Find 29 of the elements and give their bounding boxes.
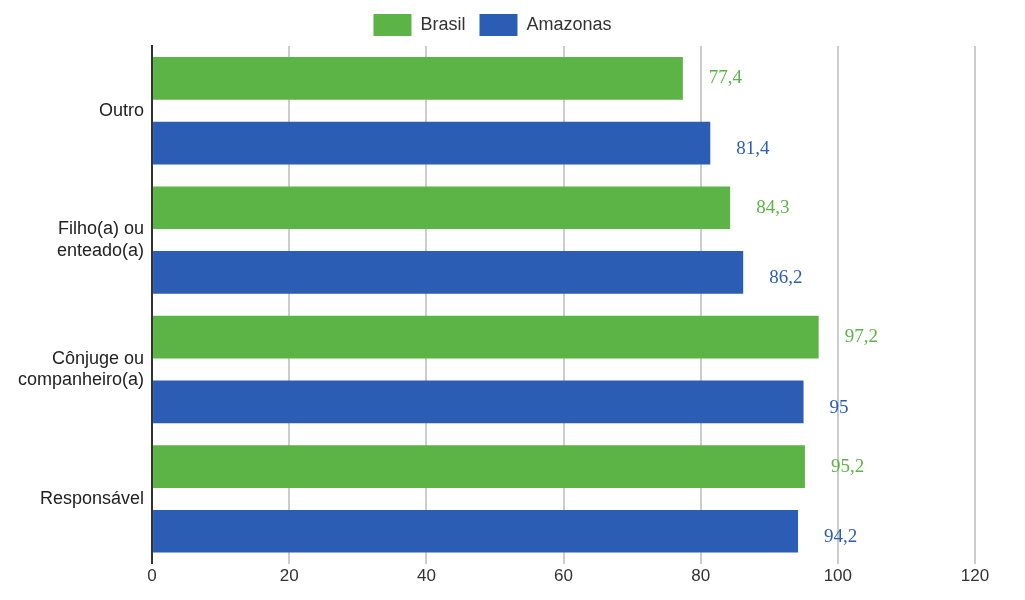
- bar: [153, 57, 683, 100]
- bar: [153, 121, 711, 165]
- y-tick-label: Cônjuge ou companheiro(a): [18, 347, 145, 390]
- bar: [153, 315, 819, 359]
- x-tick-label: 40: [416, 566, 436, 586]
- x-tick-label: 80: [691, 566, 711, 586]
- bar: [153, 445, 805, 488]
- x-tick-label: 120: [960, 566, 990, 586]
- x-tick-label: 20: [279, 566, 299, 586]
- data-label: 97,2: [844, 325, 878, 347]
- y-tick-label: Responsável: [40, 487, 145, 508]
- data-label: 94,2: [824, 525, 858, 547]
- bar: [153, 251, 744, 294]
- data-label: 86,2: [769, 266, 803, 288]
- legend-label: Brasil: [420, 13, 466, 34]
- data-label: 77,4: [708, 66, 743, 88]
- data-label: 84,3: [756, 195, 790, 217]
- x-tick-label: 60: [554, 566, 573, 586]
- data-label: 95,2: [830, 454, 865, 476]
- bar: [153, 509, 799, 553]
- y-tick-label: Filho(a) ou enteado(a): [56, 218, 145, 260]
- data-label: 95: [829, 395, 849, 417]
- data-label: 81,4: [736, 137, 771, 159]
- bar: [153, 186, 731, 230]
- y-tick-label: Outro: [99, 99, 145, 120]
- bar: [153, 380, 804, 424]
- x-tick-label: 0: [147, 566, 157, 586]
- x-tick-label: 100: [823, 566, 853, 586]
- legend-label: Amazonas: [526, 13, 612, 34]
